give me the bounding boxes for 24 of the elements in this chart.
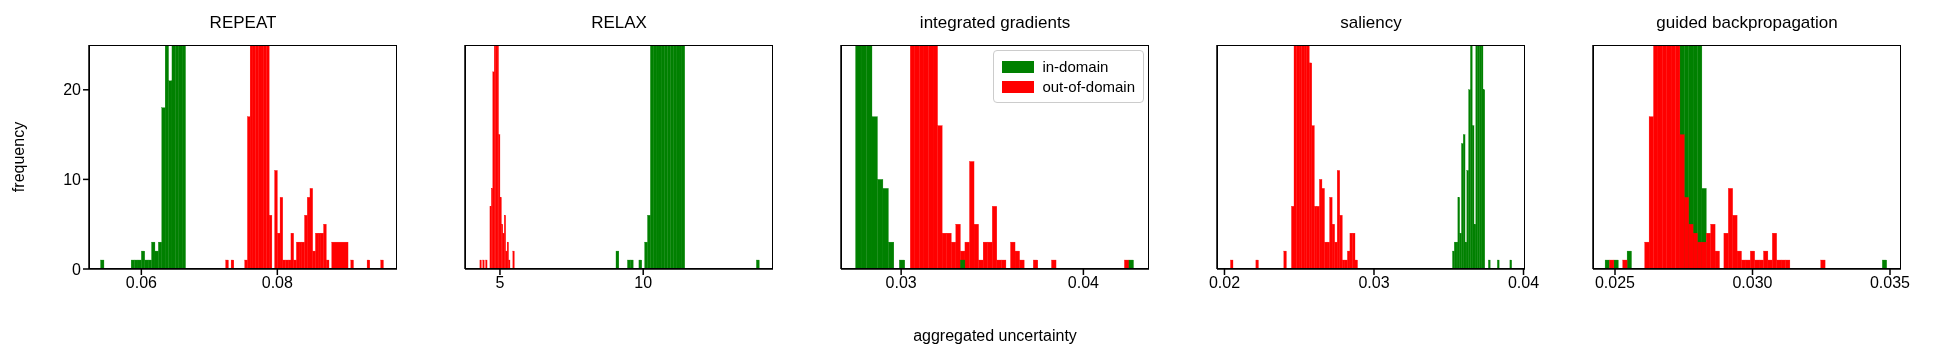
- x-tick-label: 10: [634, 274, 653, 292]
- x-tick-label: 0.06: [125, 274, 158, 292]
- y-tick-label: 10: [63, 171, 82, 189]
- chart-title: RELAX: [590, 12, 648, 34]
- x-axis-title: aggregated uncertainty: [913, 327, 1077, 344]
- x-tick-label: 0.030: [1732, 274, 1773, 292]
- x-tick-label: 0.03: [1358, 274, 1390, 292]
- legend-label: in-domain: [1042, 58, 1109, 75]
- x-tick-label: 0.04: [1067, 274, 1100, 292]
- chart-title: guided backpropagation: [1655, 12, 1839, 34]
- y-tick-label: 20: [63, 81, 82, 99]
- x-tick-label: 0.03: [885, 274, 917, 292]
- x-tick-label: 5: [495, 274, 505, 292]
- x-tick-label: 0.025: [1594, 274, 1636, 292]
- y-tick-label: 0: [72, 260, 82, 278]
- x-tick-label: 0.08: [261, 274, 294, 292]
- x-tick-label: 0.02: [1208, 274, 1241, 292]
- legend-label: out-of-domain: [1042, 78, 1135, 95]
- y-axis-title: frequency: [9, 121, 27, 193]
- chart-title: saliency: [1339, 12, 1403, 34]
- chart-title: REPEAT: [208, 12, 278, 34]
- x-tick-label: 0.04: [1507, 274, 1540, 292]
- chart-title: integrated gradients: [918, 12, 1072, 34]
- x-tick-label: 0.035: [1869, 274, 1911, 292]
